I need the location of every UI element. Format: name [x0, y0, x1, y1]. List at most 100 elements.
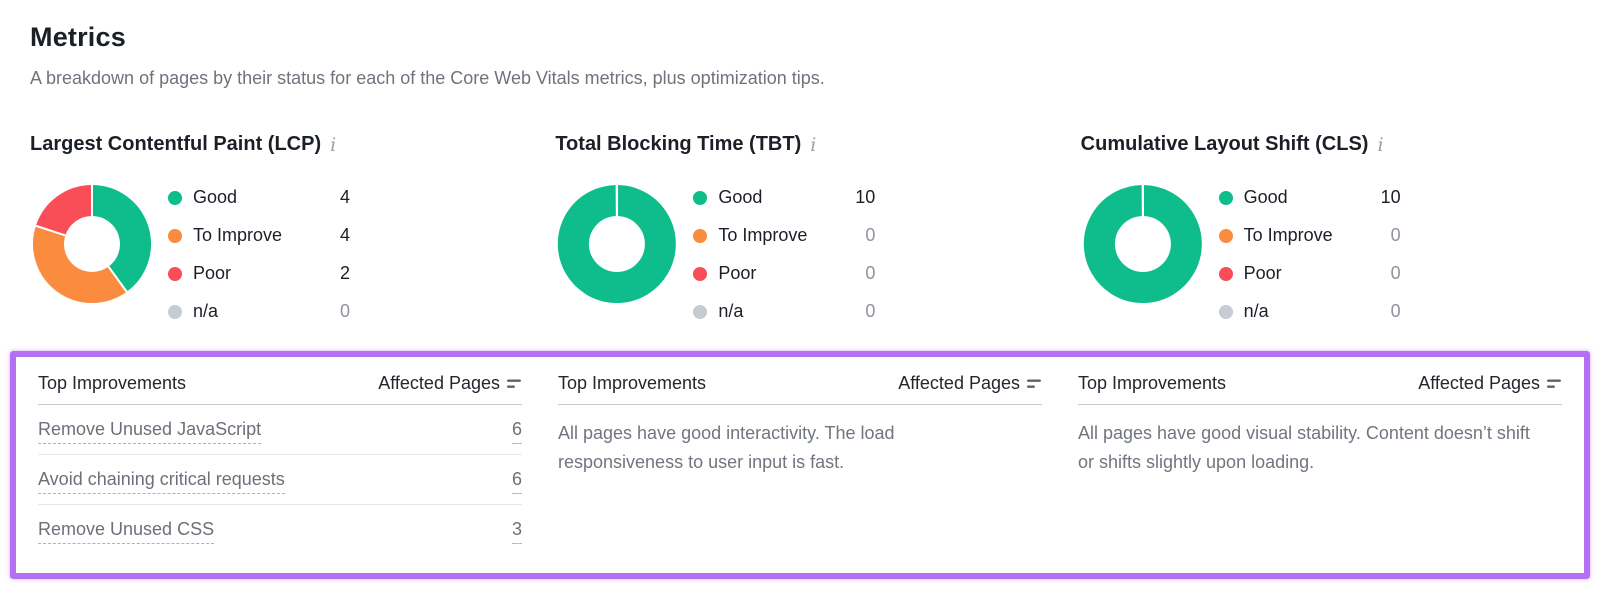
- legend-value: 0: [865, 225, 876, 245]
- chart-row: Good 4 To Improve 4 Poor 2: [30, 182, 519, 323]
- metric-column-cls: Cumulative Layout Shift (CLS) i Good 10 …: [1081, 133, 1570, 323]
- legend-item-good: Good 10: [693, 186, 875, 209]
- legend-value: 10: [1380, 187, 1401, 207]
- improvements-cls: Top Improvements Affected Pages All page…: [1078, 363, 1562, 554]
- improvement-row: Avoid chaining critical requests 6: [38, 455, 522, 505]
- improvement-link[interactable]: Remove Unused JavaScript: [38, 419, 262, 444]
- chart-legend: Good 4 To Improve 4 Poor 2: [168, 186, 350, 323]
- legend-value: 4: [339, 187, 350, 207]
- column-header-top-improvements: Top Improvements: [1078, 373, 1227, 393]
- improvement-row: Remove Unused JavaScript 6: [38, 405, 522, 455]
- chart-row: Good 10 To Improve 0 Poor 0: [555, 182, 1044, 323]
- metric-title-tbt: Total Blocking Time (TBT) i: [555, 133, 1044, 156]
- legend-label: Poor: [718, 263, 757, 283]
- improvements-highlight-box: Top Improvements Affected Pages Remove U…: [10, 351, 1590, 579]
- improvement-link[interactable]: Remove Unused CSS: [38, 519, 215, 544]
- legend-label: Poor: [193, 263, 232, 283]
- legend-label: To Improve: [193, 225, 283, 245]
- column-header-top-improvements: Top Improvements: [558, 373, 707, 393]
- column-header-top-improvements: Top Improvements: [38, 373, 187, 393]
- legend-item-good: Good 4: [168, 186, 350, 209]
- improvements-table-header: Top Improvements Affected Pages: [1078, 363, 1562, 405]
- column-header-affected-pages[interactable]: Affected Pages: [378, 373, 522, 394]
- legend-swatch-poor: [693, 266, 708, 281]
- chart-row: Good 10 To Improve 0 Poor 0: [1081, 182, 1570, 323]
- legend-swatch-good: [1218, 190, 1233, 205]
- sort-descending-icon[interactable]: [1547, 378, 1562, 390]
- improvement-row: Remove Unused CSS 3: [38, 505, 522, 554]
- column-header-affected-pages[interactable]: Affected Pages: [1418, 373, 1562, 394]
- metric-title-lcp: Largest Contentful Paint (LCP) i: [30, 133, 519, 156]
- legend-swatch-poor: [168, 266, 182, 281]
- legend-swatch-na: [168, 304, 182, 319]
- column-header-affected-pages[interactable]: Affected Pages: [898, 373, 1042, 394]
- legend-value: 0: [865, 263, 876, 283]
- legend-item-to-improve: To Improve 0: [1218, 224, 1401, 247]
- page-subtitle: A breakdown of pages by their status for…: [30, 68, 825, 88]
- legend-swatch-good: [168, 190, 182, 205]
- legend-value: 0: [339, 301, 350, 321]
- legend-label: n/a: [1243, 301, 1269, 321]
- legend-item-good: Good 10: [1218, 186, 1401, 209]
- legend-label: Good: [193, 187, 238, 207]
- improvements-lcp: Top Improvements Affected Pages Remove U…: [38, 363, 522, 554]
- legend-item-na: n/a 0: [693, 300, 875, 323]
- legend-value: 0: [1390, 225, 1401, 245]
- no-improvements-message: All pages have good interactivity. The l…: [558, 423, 895, 472]
- legend-swatch-to-improve: [693, 228, 708, 243]
- legend-swatch-to-improve: [168, 228, 182, 243]
- legend-item-to-improve: To Improve 4: [168, 224, 350, 247]
- metric-title-text: Largest Contentful Paint (LCP): [30, 133, 322, 155]
- legend-swatch-poor: [1218, 266, 1233, 281]
- legend-label: Poor: [1243, 263, 1282, 283]
- legend-swatch-na: [693, 304, 708, 319]
- legend-item-poor: Poor 0: [1218, 262, 1401, 285]
- legend-swatch-good: [693, 190, 708, 205]
- chart-legend: Good 10 To Improve 0 Poor 0: [1218, 186, 1401, 323]
- legend-label: To Improve: [718, 225, 808, 245]
- improvements-table-header: Top Improvements Affected Pages: [558, 363, 1042, 405]
- metric-title-cls: Cumulative Layout Shift (CLS) i: [1081, 133, 1570, 156]
- info-icon[interactable]: i: [1377, 134, 1384, 156]
- affected-pages-count[interactable]: 6: [511, 419, 522, 444]
- legend-item-na: n/a 0: [168, 300, 350, 323]
- improvements-grid: Top Improvements Affected Pages Remove U…: [38, 363, 1562, 554]
- metric-column-tbt: Total Blocking Time (TBT) i Good 10 To I…: [555, 133, 1044, 323]
- affected-pages-count[interactable]: 3: [511, 519, 522, 544]
- legend-value: 10: [855, 187, 876, 207]
- legend-value: 2: [339, 263, 350, 283]
- metrics-grid: Largest Contentful Paint (LCP) i Good 4 …: [30, 133, 1570, 323]
- metric-title-text: Cumulative Layout Shift (CLS): [1080, 133, 1369, 155]
- legend-item-poor: Poor 0: [693, 262, 875, 285]
- legend-item-poor: Poor 2: [168, 262, 350, 285]
- no-improvements-message: All pages have good visual stability. Co…: [1078, 423, 1530, 472]
- legend-item-na: n/a 0: [1218, 300, 1401, 323]
- legend-value: 0: [865, 301, 876, 321]
- legend-label: To Improve: [1243, 225, 1333, 245]
- legend-value: 0: [1390, 263, 1401, 283]
- metric-title-text: Total Blocking Time (TBT): [555, 133, 802, 155]
- info-icon[interactable]: i: [810, 134, 817, 156]
- improvements-tbt: Top Improvements Affected Pages All page…: [558, 363, 1042, 554]
- chart-legend: Good 10 To Improve 0 Poor 0: [693, 186, 875, 323]
- legend-label: n/a: [193, 301, 219, 321]
- legend-label: Good: [1243, 187, 1288, 207]
- legend-label: Good: [718, 187, 763, 207]
- legend-item-to-improve: To Improve 0: [693, 224, 875, 247]
- legend-value: 0: [1390, 301, 1401, 321]
- metric-column-lcp: Largest Contentful Paint (LCP) i Good 4 …: [30, 133, 519, 323]
- sort-descending-icon[interactable]: [1027, 378, 1042, 390]
- legend-label: n/a: [718, 301, 744, 321]
- page-title: Metrics: [30, 22, 126, 52]
- donut-chart-lcp: [30, 182, 154, 306]
- info-icon[interactable]: i: [330, 134, 337, 156]
- donut-chart-tbt: [555, 182, 679, 306]
- affected-pages-count[interactable]: 6: [511, 469, 522, 494]
- improvement-link[interactable]: Avoid chaining critical requests: [38, 469, 285, 494]
- sort-descending-icon[interactable]: [507, 378, 522, 390]
- legend-swatch-to-improve: [1218, 228, 1233, 243]
- improvements-table-header: Top Improvements Affected Pages: [38, 363, 522, 405]
- donut-chart-cls: [1081, 182, 1205, 306]
- legend-swatch-na: [1218, 304, 1233, 319]
